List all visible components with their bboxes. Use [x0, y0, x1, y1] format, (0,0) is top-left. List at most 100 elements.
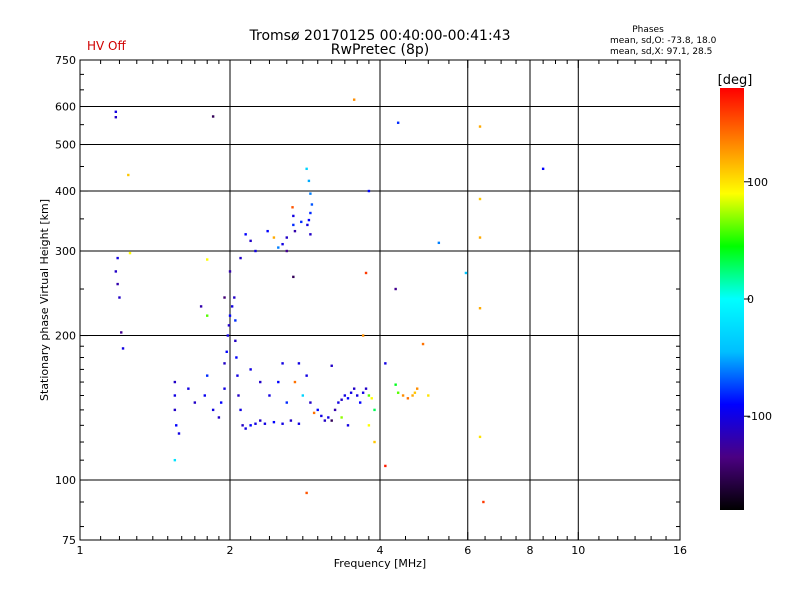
data-point: [223, 362, 226, 365]
data-point: [237, 394, 240, 397]
chart-subtitle: RwPretec (8p): [331, 42, 429, 58]
data-point: [235, 356, 238, 359]
data-point: [234, 339, 237, 343]
data-point: [233, 296, 236, 299]
data-points: [114, 98, 545, 504]
phases-heading: Phases: [632, 25, 664, 35]
data-point: [281, 242, 284, 246]
data-point: [367, 424, 371, 427]
data-point: [305, 167, 308, 171]
data-point: [367, 394, 371, 397]
data-point: [289, 419, 293, 422]
data-point: [330, 419, 333, 422]
data-point: [285, 249, 288, 253]
data-point: [114, 270, 118, 273]
data-point: [309, 401, 312, 404]
data-point: [127, 173, 130, 177]
data-point: [205, 314, 209, 317]
data-point: [285, 236, 288, 239]
data-point: [254, 249, 257, 253]
data-point: [364, 271, 368, 275]
data-point: [244, 427, 247, 430]
data-point: [361, 391, 365, 394]
data-point: [370, 397, 373, 400]
data-point: [293, 229, 297, 233]
data-point: [373, 408, 376, 412]
data-point: [118, 296, 121, 299]
x-tick-label: 8: [527, 544, 534, 557]
data-point: [272, 420, 276, 424]
data-point: [227, 324, 231, 327]
data-point: [421, 342, 425, 346]
data-point: [223, 387, 226, 390]
data-point: [244, 233, 247, 236]
phases-o-line: mean, sd,O: -73.8, 18.0: [610, 36, 717, 46]
phases-x-line: mean, sd,X: 97.1, 28.5: [610, 47, 712, 57]
data-point: [263, 422, 267, 425]
data-point: [401, 394, 405, 397]
y-tick-label: 400: [55, 185, 76, 198]
data-point: [367, 189, 371, 193]
y-tick-label: 600: [55, 101, 76, 114]
y-axis-label: Stationary phase Virtual Height [km]: [38, 199, 51, 401]
data-point: [384, 464, 387, 468]
data-point: [478, 435, 482, 439]
data-point: [306, 223, 309, 227]
data-point: [482, 500, 485, 504]
data-point: [199, 305, 203, 308]
data-point: [478, 236, 482, 239]
y-tick-label: 75: [62, 534, 76, 547]
data-point: [173, 394, 177, 397]
data-point: [330, 364, 333, 367]
data-point: [249, 368, 252, 371]
data-point: [297, 362, 301, 365]
x-tick-label: 16: [673, 544, 687, 557]
data-point: [305, 491, 308, 495]
data-point: [316, 408, 319, 412]
data-point: [346, 424, 350, 427]
data-point: [309, 233, 312, 236]
data-point: [358, 401, 362, 404]
data-point: [478, 307, 482, 310]
data-point: [411, 394, 414, 397]
data-point: [333, 408, 337, 412]
data-point: [364, 387, 368, 390]
data-point: [292, 275, 295, 279]
data-point: [114, 110, 118, 113]
colorbar-label: [deg]: [718, 73, 753, 88]
data-point: [234, 319, 237, 322]
data-point: [394, 287, 397, 291]
chart-title: Tromsø 20170125 00:40:00-00:41:43: [249, 28, 511, 44]
data-point: [173, 408, 177, 412]
colorbar-ticks: 100 0 -100: [744, 176, 772, 423]
data-point: [297, 422, 301, 425]
colorbar: [deg] 100 0 -100: [718, 73, 772, 510]
data-point: [312, 411, 316, 415]
data-point: [211, 115, 215, 118]
data-point: [249, 239, 252, 243]
data-point: [291, 206, 294, 209]
data-point: [226, 334, 230, 337]
data-point: [259, 380, 262, 384]
data-point: [427, 394, 430, 397]
x-tick-label: 4: [377, 544, 384, 557]
x-tick-label: 2: [227, 544, 234, 557]
data-point: [437, 241, 441, 245]
status-label: HV Off: [87, 39, 126, 53]
y-tick-label: 750: [55, 54, 76, 67]
data-point: [541, 167, 545, 171]
data-point: [292, 223, 295, 227]
data-point: [301, 394, 305, 397]
data-point: [394, 383, 397, 386]
data-point: [173, 458, 177, 462]
data-point: [352, 387, 356, 390]
data-point: [277, 246, 280, 249]
data-point: [230, 305, 234, 308]
data-point: [415, 387, 419, 390]
data-point: [219, 401, 223, 404]
data-point: [285, 401, 288, 404]
data-point: [352, 98, 356, 101]
data-point: [300, 220, 303, 224]
y-tick-label: 200: [55, 330, 76, 343]
